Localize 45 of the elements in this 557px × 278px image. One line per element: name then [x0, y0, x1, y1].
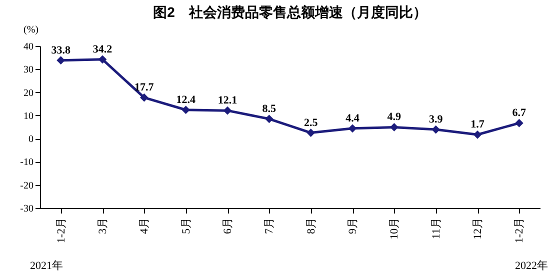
- x-tick-label: 9月: [347, 218, 359, 234]
- x-tick-label: 11月: [430, 218, 442, 240]
- point: [223, 106, 232, 115]
- text: 2021年: [30, 260, 63, 272]
- y-tick-label: 0: [28, 134, 34, 146]
- data-label: 4.4: [346, 112, 360, 124]
- y-tick-label: 30: [24, 64, 34, 76]
- point: [264, 114, 274, 124]
- y-tick-label: -30: [20, 204, 34, 214]
- x-tick-label: 8月: [305, 218, 318, 234]
- y-tick-label: -20: [20, 180, 34, 192]
- data-label: 4.9: [387, 111, 402, 124]
- data-label: 8.5: [262, 102, 277, 115]
- y-tick-label: 40: [24, 42, 34, 52]
- y-axis-title: (%): [24, 24, 38, 36]
- data-label: 6.7: [512, 107, 527, 120]
- y-tick-label: 20: [24, 88, 34, 99]
- x-tick-label: 12月: [472, 218, 484, 240]
- x-tick-label: 1-2月: [514, 218, 526, 244]
- text: 2022年: [515, 260, 548, 272]
- chart-title: 图2 社会消费品零售总额增速（月度同比）: [153, 4, 427, 20]
- data-label: 17.7: [134, 82, 154, 94]
- data-label: 1.7: [470, 118, 485, 131]
- point: [514, 118, 524, 128]
- x-tick-label: 4月: [138, 218, 151, 234]
- data-label: 2.5: [304, 116, 318, 129]
- point: [306, 128, 316, 137]
- y-tick-label: 10: [24, 110, 34, 122]
- x-tick-label: 5月: [180, 218, 192, 234]
- x-tick-label: 6月: [222, 218, 234, 234]
- data-label: 12.1: [218, 94, 238, 107]
- x-tick-label: 10月: [388, 218, 401, 240]
- x-tick-label: 7月: [264, 218, 276, 234]
- x-tick-label: 1-2月: [55, 218, 68, 244]
- x-tick-label: 3月: [97, 218, 109, 234]
- point: [473, 130, 482, 139]
- point: [390, 123, 398, 132]
- point: [140, 93, 148, 102]
- point: [98, 55, 107, 64]
- data-label: 34.2: [92, 43, 113, 56]
- y-tick-label: -10: [20, 157, 34, 168]
- data-label: 3.9: [428, 114, 444, 126]
- data-label: 12.4: [176, 94, 196, 106]
- data-label: 33.8: [51, 44, 71, 56]
- point: [432, 125, 440, 134]
